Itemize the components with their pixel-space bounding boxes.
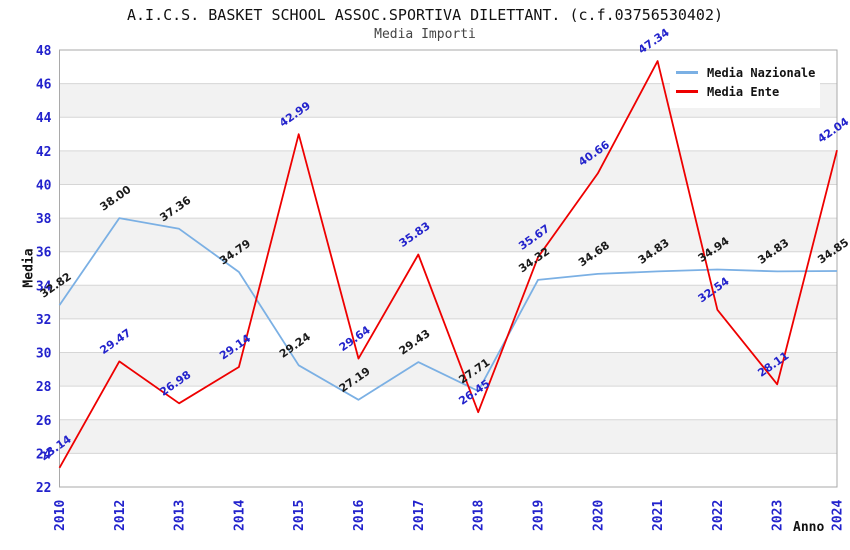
y-tick-label: 42 [36, 145, 52, 160]
plot-band [59, 218, 837, 252]
legend: Media Nazionale Media Ente [670, 58, 820, 108]
y-tick-label: 40 [36, 178, 52, 193]
x-tick-label: 2015 [292, 500, 307, 531]
y-tick-label: 30 [36, 347, 52, 362]
plot-band [59, 117, 837, 151]
x-tick-label: 2018 [472, 500, 487, 531]
x-tick-label: 2021 [651, 500, 666, 531]
plot-band [59, 285, 837, 319]
y-tick-label: 22 [36, 481, 52, 496]
plot-band [59, 419, 837, 454]
x-tick-label: 2010 [53, 500, 68, 531]
y-tick-label: 28 [36, 380, 52, 395]
x-tick-label: 2012 [113, 500, 128, 531]
y-tick-label: 46 [36, 78, 52, 93]
x-tick-label: 2019 [531, 500, 546, 531]
plot-band [59, 386, 837, 420]
chart-subtitle: Media Importi [374, 27, 476, 42]
plot-area [59, 49, 838, 488]
x-tick-label: 2014 [232, 500, 247, 531]
y-tick-label: 24 [36, 447, 52, 462]
series-line-media-ente [58, 60, 838, 469]
plot-band [59, 184, 837, 219]
plot-band [59, 150, 837, 185]
y-tick-label: 26 [36, 414, 52, 429]
x-tick-label: 2017 [412, 500, 427, 531]
y-tick-label: 38 [36, 212, 52, 227]
x-tick-label: 2020 [591, 500, 606, 531]
x-tick-label: 2024 [831, 500, 846, 531]
x-tick-label: 2013 [173, 500, 188, 531]
y-axis-title: Media [21, 248, 37, 288]
x-axis-title: Anno [793, 520, 825, 535]
legend-item-media-ente: Media Ente [676, 82, 814, 101]
legend-swatch-red-line-icon [676, 90, 698, 93]
y-tick-label: 32 [36, 313, 52, 328]
legend-label: Media Ente [707, 84, 780, 99]
y-tick-label: 36 [36, 246, 52, 261]
chart-title: A.I.C.S. BASKET SCHOOL ASSOC.SPORTIVA DI… [126, 6, 724, 24]
x-tick-label: 2023 [771, 500, 786, 531]
x-tick-label: 2022 [711, 500, 726, 531]
plot-band [59, 453, 837, 487]
legend-swatch-blue-line-icon [676, 71, 698, 74]
y-tick-label: 34 [36, 279, 52, 294]
legend-label: Media Nazionale [707, 65, 816, 80]
plot-band [59, 352, 837, 387]
legend-item-media-nazionale: Media Nazionale [676, 63, 816, 82]
y-tick-label: 44 [36, 111, 52, 126]
x-tick-label: 2016 [352, 500, 367, 531]
y-tick-label: 48 [36, 44, 52, 59]
